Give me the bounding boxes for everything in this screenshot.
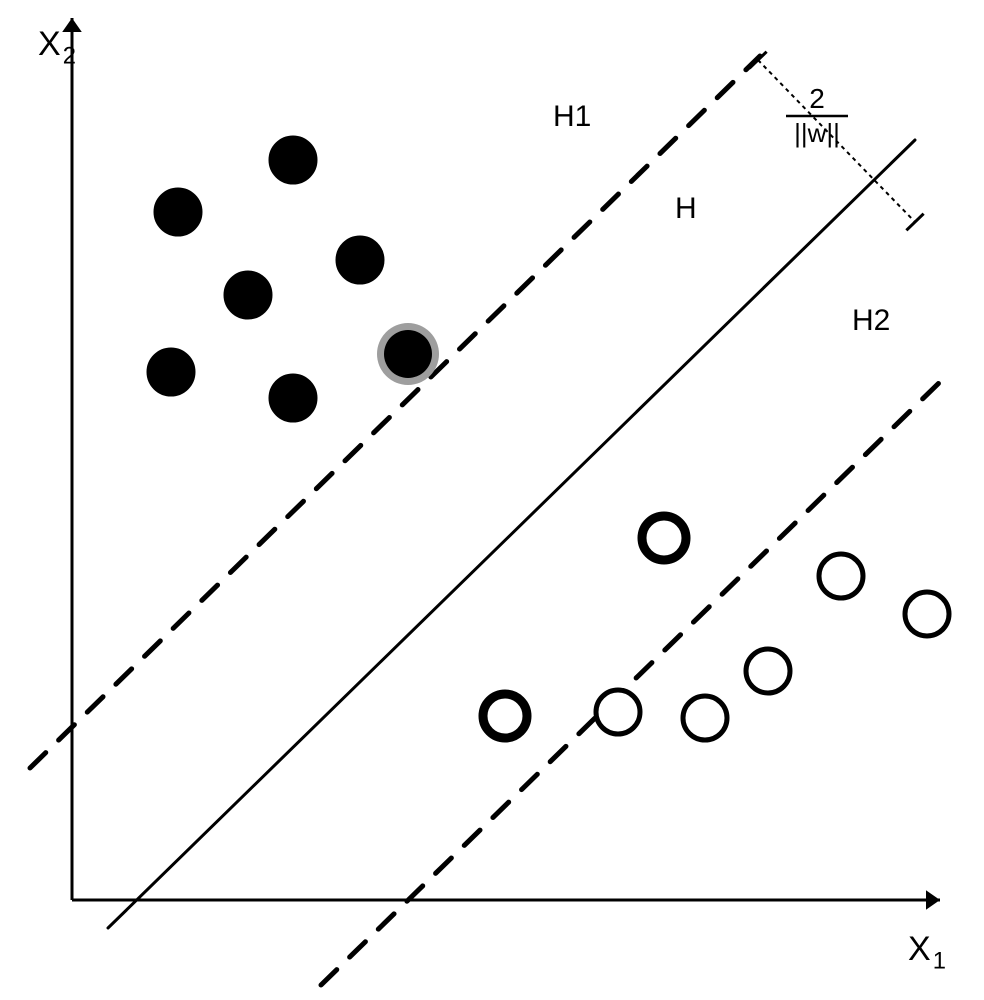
label-H1: H1 (553, 100, 591, 133)
class-a-point (154, 188, 202, 236)
margin-label-denominator: ||w|| (794, 118, 840, 148)
class-b-point (683, 696, 727, 740)
class-a-point (336, 236, 384, 284)
class-b-point (819, 554, 863, 598)
svm-diagram-container: X1X2H1HH22||w|| (0, 0, 984, 1000)
label-H2: H2 (852, 304, 890, 337)
class-b-support-vector (483, 694, 527, 738)
class-b-point (746, 649, 790, 693)
class-b-point (596, 690, 640, 734)
class-b-support-vector (642, 516, 686, 560)
class-a-support-vector (384, 330, 432, 378)
class-a-point (269, 374, 317, 422)
class-b-point (905, 592, 949, 636)
class-a-point (147, 348, 195, 396)
class-a-point (224, 271, 272, 319)
background (0, 0, 984, 1000)
class-a-point (269, 136, 317, 184)
svm-diagram-svg: X1X2H1HH22||w|| (0, 0, 984, 1000)
margin-label-numerator: 2 (809, 83, 825, 114)
label-H: H (675, 192, 697, 225)
